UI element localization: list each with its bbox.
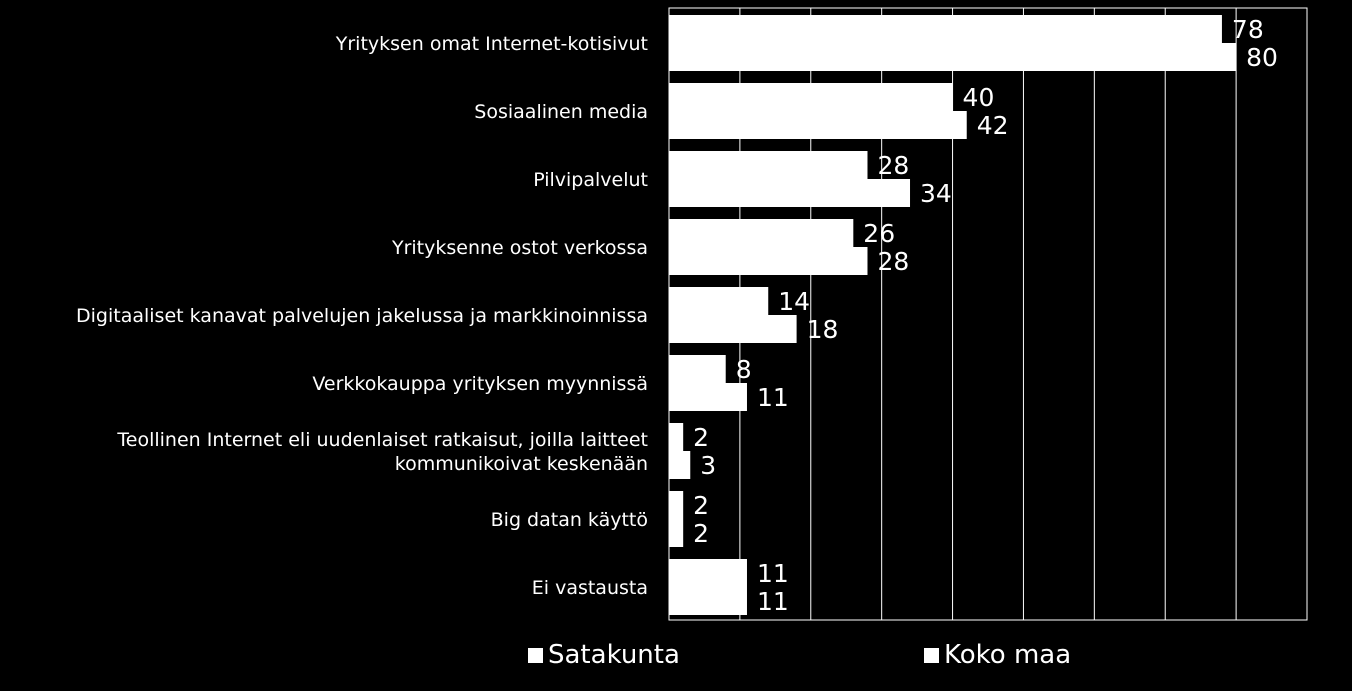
- data-label: 40: [963, 83, 995, 112]
- bar-koko-maa: [669, 519, 684, 547]
- data-label: 8: [736, 355, 752, 384]
- category-label: Digitaaliset kanavat palvelujen jakeluss…: [76, 305, 648, 327]
- data-label: 11: [757, 587, 789, 616]
- category-label: Ei vastausta: [532, 577, 648, 599]
- category-label: Verkkokauppa yrityksen myynnissä: [312, 373, 648, 395]
- data-label: 2: [693, 423, 709, 452]
- data-label: 78: [1232, 15, 1264, 44]
- legend-swatch-koko-maa: [924, 647, 939, 663]
- data-label: 26: [863, 219, 895, 248]
- data-label: 34: [920, 179, 952, 208]
- bar-koko-maa: [669, 383, 747, 411]
- legend-item-koko-maa: Koko maa: [924, 640, 1071, 670]
- bar-satakunta: [669, 355, 726, 383]
- bar-satakunta: [669, 15, 1222, 43]
- category-label: Teollinen Internet eli uudenlaiset ratka…: [116, 429, 648, 451]
- data-label: 3: [700, 451, 716, 480]
- bar-koko-maa: [669, 451, 691, 479]
- bar-koko-maa: [669, 179, 911, 207]
- data-label: 28: [877, 151, 909, 180]
- legend-swatch-satakunta: [528, 647, 543, 663]
- category-label: Yrityksen omat Internet-kotisivut: [335, 33, 648, 55]
- data-label: 11: [757, 383, 789, 412]
- data-label: 2: [693, 491, 709, 520]
- bar-satakunta: [669, 219, 854, 247]
- legend-label-satakunta: Satakunta: [548, 640, 680, 670]
- legend-item-satakunta: Satakunta: [528, 640, 680, 670]
- data-label: 28: [877, 247, 909, 276]
- data-label: 2: [693, 519, 709, 548]
- category-label: Sosiaalinen media: [474, 101, 648, 123]
- bar-koko-maa: [669, 247, 868, 275]
- bar-satakunta: [669, 559, 747, 587]
- bar-koko-maa: [669, 315, 797, 343]
- bar-satakunta: [669, 423, 684, 451]
- data-label: 42: [977, 111, 1009, 140]
- category-label: Big datan käyttö: [491, 509, 648, 531]
- data-label: 14: [778, 287, 810, 316]
- bar-satakunta: [669, 491, 684, 519]
- bar-koko-maa: [669, 587, 747, 615]
- legend: Satakunta Koko maa: [0, 640, 1352, 674]
- category-label: kommunikoivat keskenään: [395, 453, 648, 475]
- category-label: Pilvipalvelut: [533, 169, 648, 191]
- bar-satakunta: [669, 83, 953, 111]
- bar-koko-maa: [669, 111, 967, 139]
- bar-satakunta: [669, 151, 868, 179]
- bar-satakunta: [669, 287, 769, 315]
- data-label: 11: [757, 559, 789, 588]
- bars-layer: [669, 15, 1237, 615]
- data-label: 80: [1246, 43, 1278, 72]
- category-label: Yrityksenne ostot verkossa: [391, 237, 648, 259]
- legend-label-koko-maa: Koko maa: [944, 640, 1072, 670]
- data-label: 18: [807, 315, 839, 344]
- bar-koko-maa: [669, 43, 1237, 71]
